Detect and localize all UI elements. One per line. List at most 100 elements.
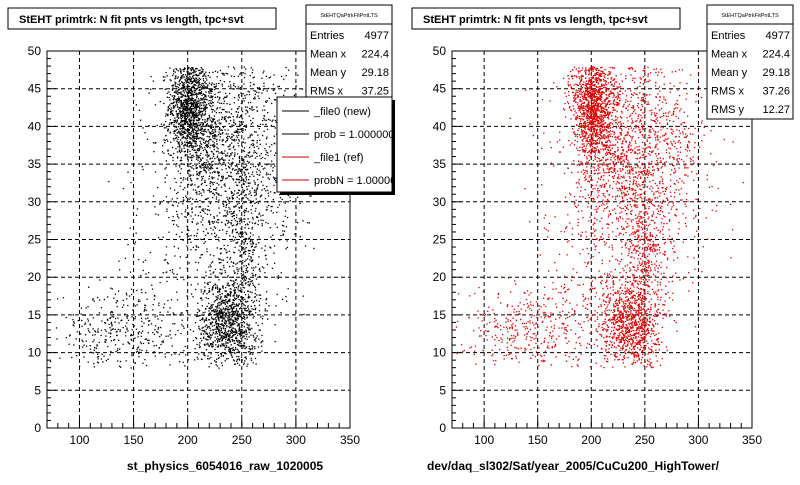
data-point [196,245,197,246]
data-point [270,76,271,77]
data-point [226,212,227,213]
data-point [177,279,178,280]
data-point [179,165,180,166]
data-point [227,275,228,276]
data-point [211,363,212,364]
data-point [240,87,241,88]
data-point [153,151,154,152]
data-point [267,201,268,202]
data-point [183,350,184,351]
data-point [212,82,213,83]
data-point [253,267,254,268]
data-point [166,271,167,272]
data-point [189,145,190,146]
data-point [218,330,219,331]
data-point [226,308,227,309]
data-point [196,159,197,160]
data-point [238,95,239,96]
data-point [126,329,127,330]
data-point [201,89,202,90]
data-point [260,342,261,343]
data-point [116,335,117,336]
data-point [125,325,126,326]
data-point [90,345,91,346]
data-point [247,189,248,190]
data-point [194,70,195,71]
data-point [250,135,251,136]
data-point [173,131,174,132]
data-point [201,352,202,353]
data-point [228,220,229,221]
data-point [188,108,189,109]
data-point [174,189,175,190]
data-point [234,252,235,253]
data-point [180,115,181,116]
data-point [244,219,245,220]
data-point [193,189,194,190]
data-point [191,157,192,158]
data-point [255,246,256,247]
data-point [113,316,114,317]
data-point [231,165,232,166]
data-point [235,321,236,322]
data-point [254,195,255,196]
data-point [240,251,241,252]
data-point [202,68,203,69]
data-point [249,182,250,183]
data-point [190,163,191,164]
data-point [240,180,241,181]
data-point [192,112,193,113]
data-point [251,360,252,361]
data-point [204,282,205,283]
data-point [255,98,256,99]
data-point [233,277,234,278]
data-point [256,106,257,107]
data-point [210,337,211,338]
data-point [225,303,226,304]
data-point [185,74,186,75]
data-point [152,332,153,333]
data-point [187,77,188,78]
data-point [206,185,207,186]
data-point [193,132,194,133]
data-point [193,134,194,135]
data-point [202,114,203,115]
data-point [244,147,245,148]
data-point [224,129,225,130]
data-point [253,270,254,271]
data-point [212,168,213,169]
data-point [247,327,248,328]
data-point [236,165,237,166]
data-point [226,95,227,96]
data-point [204,355,205,356]
data-point [183,71,184,72]
data-point [194,102,195,103]
data-point [246,315,247,316]
data-point [180,160,181,161]
data-point [272,120,273,121]
data-point [269,98,270,99]
data-point [264,188,265,189]
data-point [193,119,194,120]
data-point [225,141,226,142]
data-point [217,340,218,341]
data-point [166,160,167,161]
data-point [230,288,231,289]
data-point [229,136,230,137]
data-point [185,195,186,196]
data-point [204,73,205,74]
data-point [248,328,249,329]
data-point [208,170,209,171]
data-point [217,327,218,328]
data-point [244,317,245,318]
data-point [165,140,166,141]
data-point [263,83,264,84]
data-point [167,129,168,130]
data-point [244,279,245,280]
data-point [245,224,246,225]
data-point [275,152,276,153]
data-point [254,300,255,301]
data-point [244,345,245,346]
data-point [240,194,241,195]
data-point [230,126,231,127]
